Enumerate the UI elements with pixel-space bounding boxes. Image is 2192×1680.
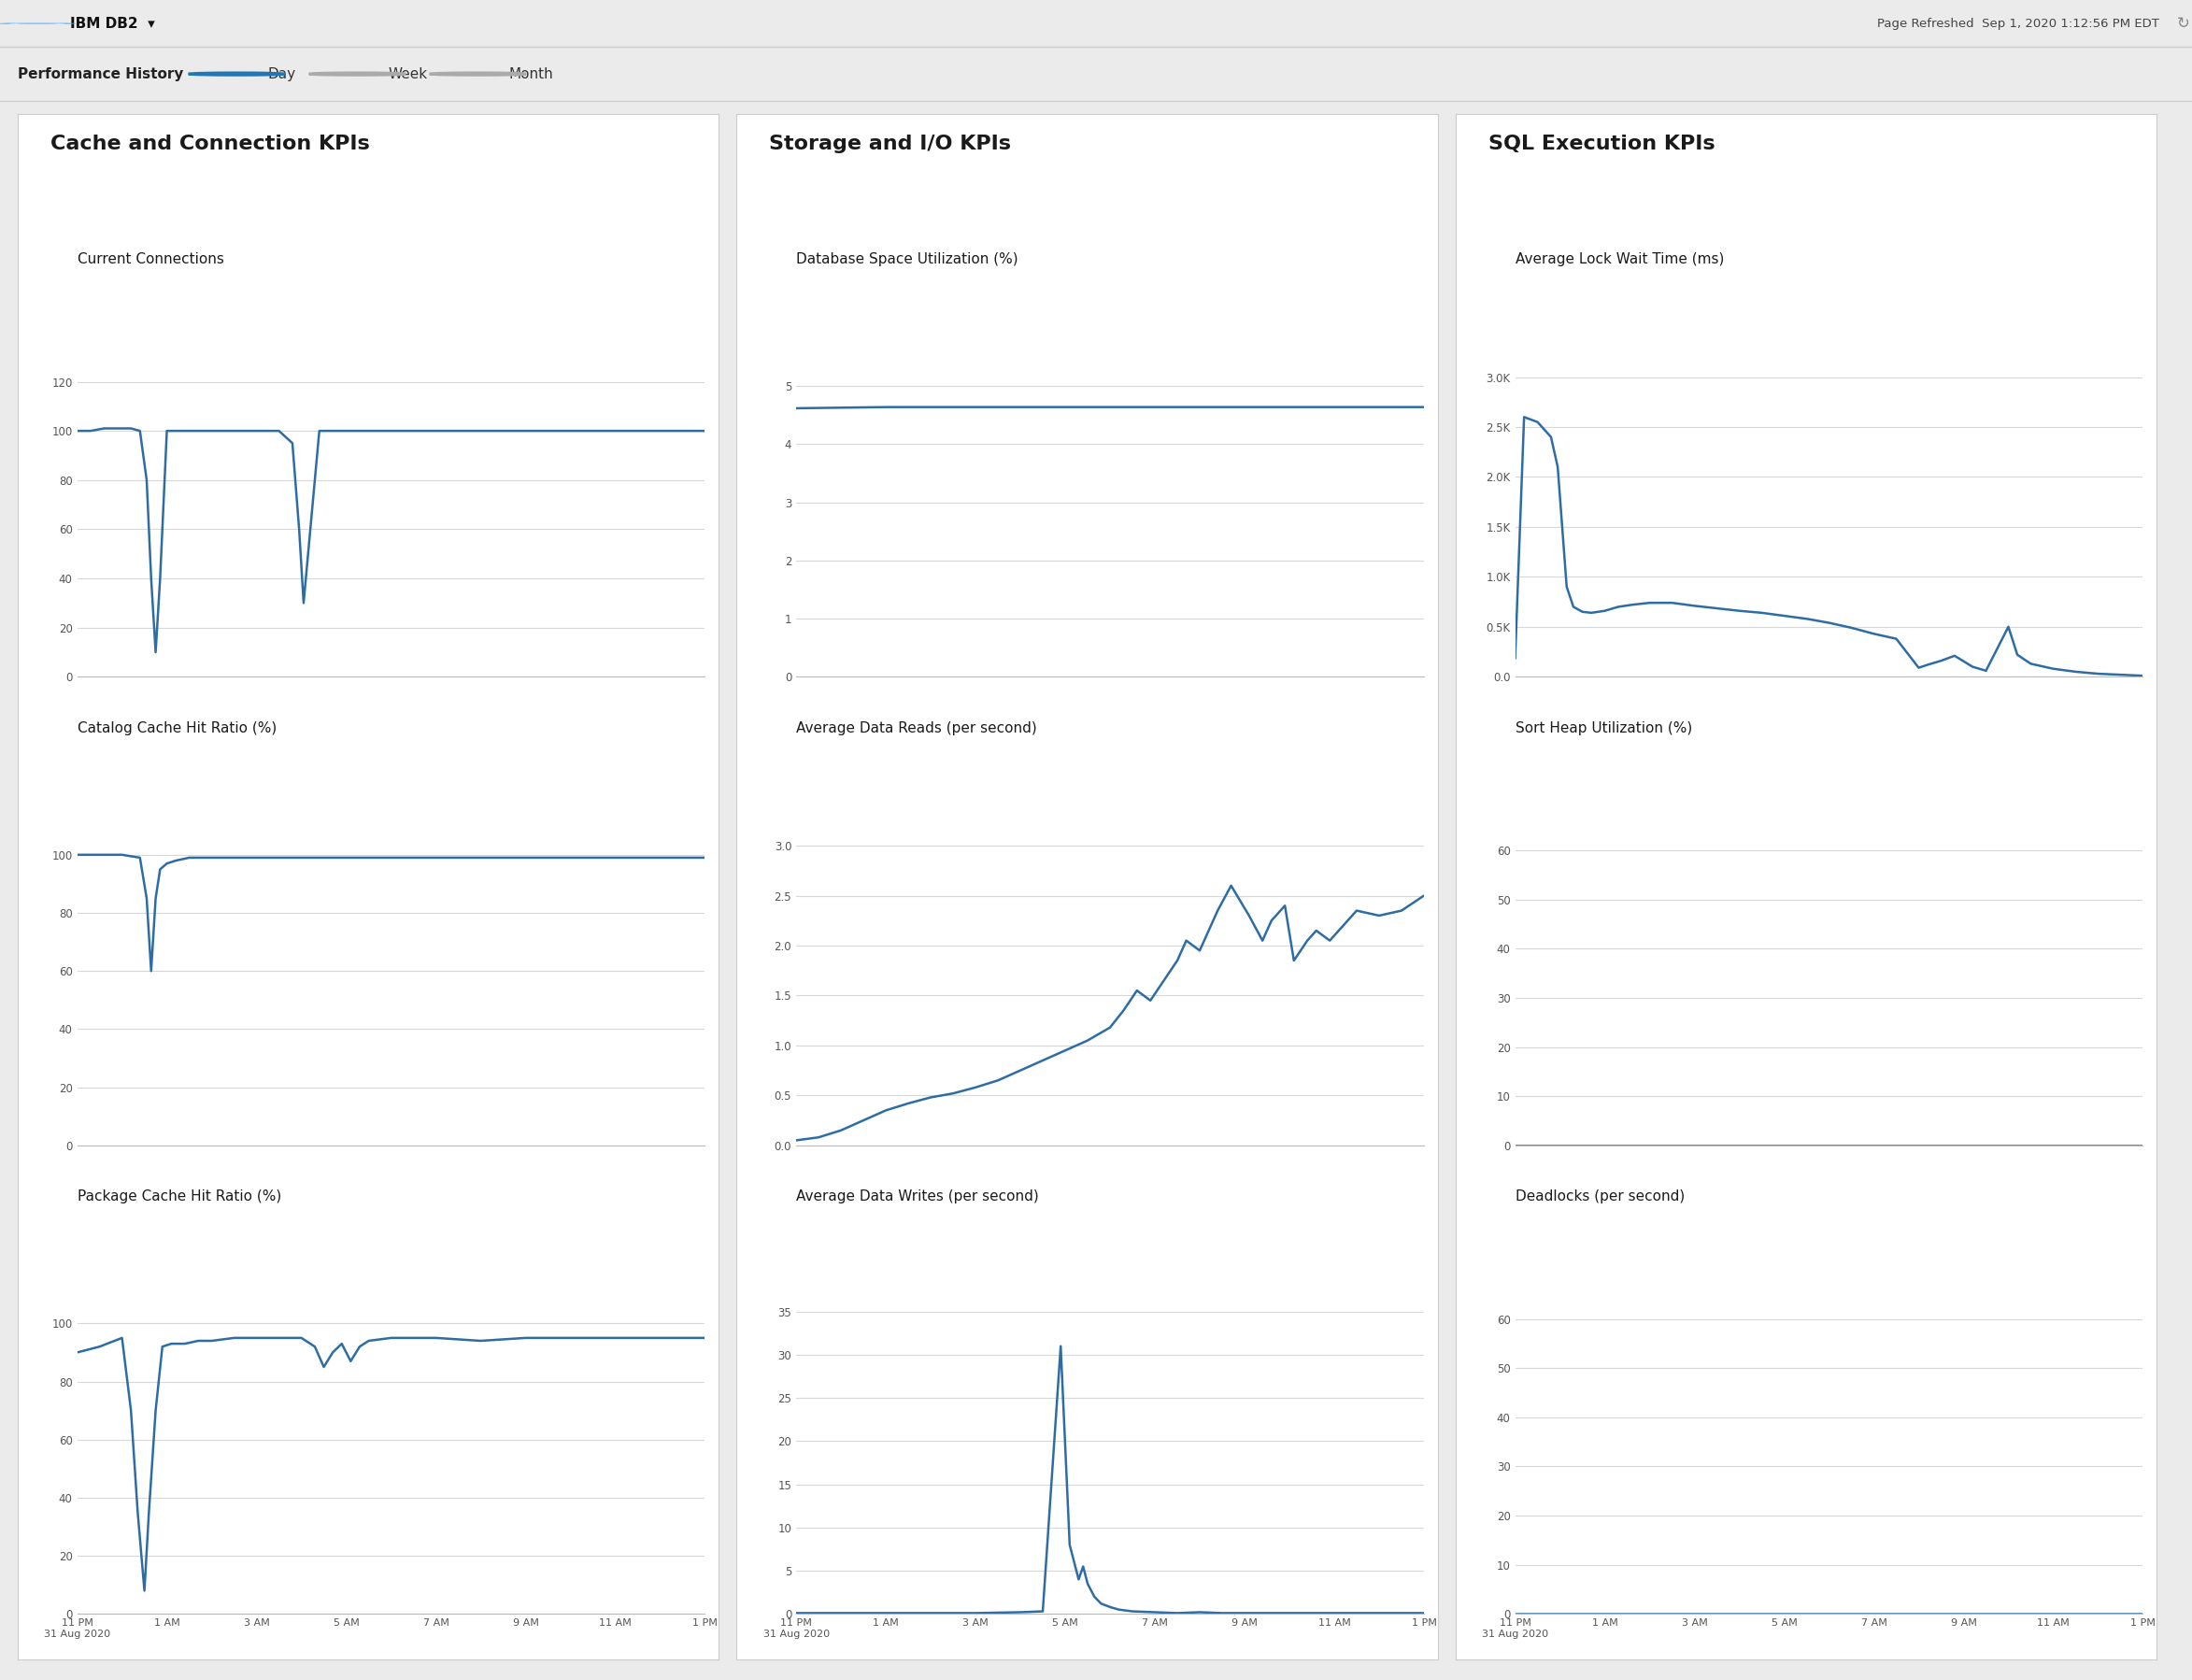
- Circle shape: [309, 72, 406, 76]
- Text: Day: Day: [267, 67, 296, 81]
- Text: Database Space Utilization (%): Database Space Utilization (%): [796, 252, 1017, 267]
- Text: Catalog Cache Hit Ratio (%): Catalog Cache Hit Ratio (%): [77, 721, 276, 734]
- Text: ↻: ↻: [2177, 15, 2190, 32]
- Text: Package Cache Hit Ratio (%): Package Cache Hit Ratio (%): [77, 1189, 281, 1203]
- Text: Sort Heap Utilization (%): Sort Heap Utilization (%): [1515, 721, 1692, 734]
- Text: Cache and Connection KPIs: Cache and Connection KPIs: [50, 134, 370, 153]
- Circle shape: [189, 72, 285, 76]
- Text: Average Lock Wait Time (ms): Average Lock Wait Time (ms): [1515, 252, 1723, 267]
- Text: Month: Month: [509, 67, 552, 81]
- Text: Week: Week: [388, 67, 427, 81]
- Text: Average Data Reads (per second): Average Data Reads (per second): [796, 721, 1037, 734]
- Text: Storage and I/O KPIs: Storage and I/O KPIs: [769, 134, 1011, 153]
- Text: Current Connections: Current Connections: [77, 252, 224, 267]
- Text: Performance History: Performance History: [18, 67, 184, 81]
- Text: IBM DB2  ▾: IBM DB2 ▾: [70, 17, 156, 30]
- Circle shape: [0, 22, 77, 25]
- Circle shape: [430, 72, 526, 76]
- Text: SQL Execution KPIs: SQL Execution KPIs: [1488, 134, 1714, 153]
- Text: Page Refreshed  Sep 1, 2020 1:12:56 PM EDT: Page Refreshed Sep 1, 2020 1:12:56 PM ED…: [1876, 17, 2159, 30]
- Text: Average Data Writes (per second): Average Data Writes (per second): [796, 1189, 1039, 1203]
- Text: Deadlocks (per second): Deadlocks (per second): [1515, 1189, 1683, 1203]
